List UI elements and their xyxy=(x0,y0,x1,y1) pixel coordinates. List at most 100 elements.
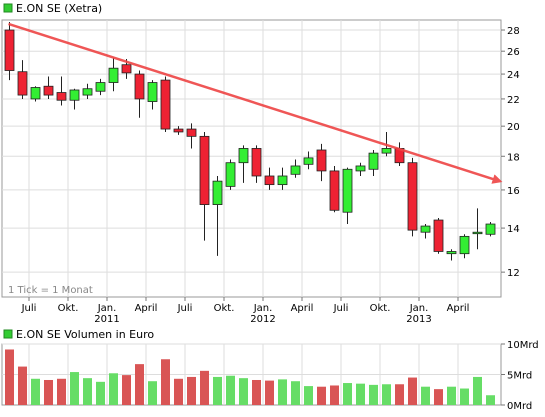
trendline xyxy=(8,22,503,184)
price-legend-swatch xyxy=(3,3,13,13)
candle-up xyxy=(290,159,301,178)
candle-down xyxy=(329,165,340,213)
candle-body xyxy=(4,29,15,71)
volume-bar-down xyxy=(187,376,196,405)
price-y-tick-label: 14 xyxy=(507,224,520,235)
price-x-tick-label: Juli xyxy=(177,303,193,314)
volume-bar-up xyxy=(96,381,105,405)
candle-body xyxy=(108,67,119,83)
candle-body xyxy=(433,219,444,252)
price-y-tick-label: 28 xyxy=(507,26,520,37)
volume-bars xyxy=(5,349,495,405)
volume-bar-up xyxy=(421,386,430,405)
candle-up xyxy=(472,208,483,250)
price-x-tick-label: Jan. xyxy=(97,303,117,314)
volume-bar-up xyxy=(148,381,157,405)
price-x-year-label: 2011 xyxy=(94,314,119,325)
candle-up xyxy=(303,151,314,170)
candle-up xyxy=(225,159,236,190)
price-x-tick-label: Okt. xyxy=(58,303,79,314)
price-y-tick-label: 18 xyxy=(507,152,520,163)
candle-body xyxy=(459,235,470,255)
candle-body xyxy=(355,165,366,172)
volume-bar-up xyxy=(473,376,482,405)
candle-body xyxy=(134,73,145,100)
volume-y-axis: 0Mrd 5Mrd 10Mrd xyxy=(501,340,539,412)
price-y-tick-label: 26 xyxy=(507,47,520,58)
volume-legend-swatch xyxy=(3,329,13,339)
price-x-tick-label: Jan. xyxy=(253,303,273,314)
candle-up xyxy=(30,86,41,102)
volume-bar-up xyxy=(460,388,469,405)
volume-bar-down xyxy=(57,378,66,405)
candle-body xyxy=(225,162,236,187)
price-x-tick-label: April xyxy=(447,303,470,314)
volume-bar-down xyxy=(330,385,339,405)
candle-up xyxy=(459,234,470,259)
candle-down xyxy=(173,126,184,135)
price-plot-frame xyxy=(1,19,502,298)
price-y-tick-label: 20 xyxy=(507,122,520,133)
candle-body xyxy=(212,180,223,205)
candle-up xyxy=(212,175,223,256)
price-y-tick-label: 24 xyxy=(507,70,520,81)
volume-bar-up xyxy=(239,378,248,405)
volume-bar-up xyxy=(356,383,365,405)
candle-down xyxy=(4,21,15,81)
price-y-tick-label: 22 xyxy=(507,95,520,106)
price-x-tick-label: April xyxy=(291,303,314,314)
price-x-year-label: 2013 xyxy=(406,314,431,325)
volume-bar-down xyxy=(265,380,274,405)
candle-body xyxy=(17,71,28,96)
candle-body xyxy=(43,85,54,96)
volume-bar-up xyxy=(369,384,378,405)
candle-body xyxy=(407,162,418,231)
candle-body xyxy=(69,89,80,101)
candle-body xyxy=(485,223,496,235)
volume-bar-up xyxy=(109,373,118,405)
volume-bar-up xyxy=(486,395,495,405)
price-x-tick-label: Jan. xyxy=(409,303,429,314)
volume-bar-down xyxy=(252,379,261,405)
candle-body xyxy=(95,82,106,92)
volume-bar-up xyxy=(70,372,79,405)
candle-down xyxy=(186,123,197,149)
candle-body xyxy=(290,165,301,175)
volume-bar-down xyxy=(18,366,27,405)
volume-bar-down xyxy=(408,377,417,405)
volume-bar-down xyxy=(161,359,170,405)
volume-bar-down xyxy=(200,370,209,405)
candle-up xyxy=(108,57,119,92)
candle-down xyxy=(43,76,54,99)
candle-body xyxy=(381,148,392,154)
candle-down xyxy=(264,167,275,190)
candle-body xyxy=(277,175,288,186)
candle-body xyxy=(316,149,327,172)
candle-body xyxy=(420,225,431,233)
candle-body xyxy=(199,135,210,205)
volume-bar-up xyxy=(83,378,92,405)
candle-up xyxy=(82,83,93,99)
candle-body xyxy=(56,92,67,101)
candle-up xyxy=(238,145,249,183)
candle-body xyxy=(160,79,171,130)
candle-body xyxy=(173,128,184,133)
candle-body xyxy=(147,82,158,102)
volume-bar-down xyxy=(174,378,183,405)
volume-bar-down xyxy=(317,386,326,405)
volume-y-tick-label: 5Mrd xyxy=(507,371,532,382)
volume-bar-up xyxy=(213,376,222,405)
volume-bar-up xyxy=(304,386,313,405)
volume-bar-down xyxy=(5,349,14,405)
candle-up xyxy=(446,249,457,261)
volume-bar-up xyxy=(343,383,352,405)
volume-bar-up xyxy=(278,379,287,405)
candle-body xyxy=(238,148,249,164)
volume-bar-down xyxy=(122,375,131,405)
candle-up xyxy=(368,149,379,176)
candle-down xyxy=(160,76,171,132)
price-x-tick-label: Juli xyxy=(21,303,37,314)
candle-down xyxy=(56,76,67,106)
